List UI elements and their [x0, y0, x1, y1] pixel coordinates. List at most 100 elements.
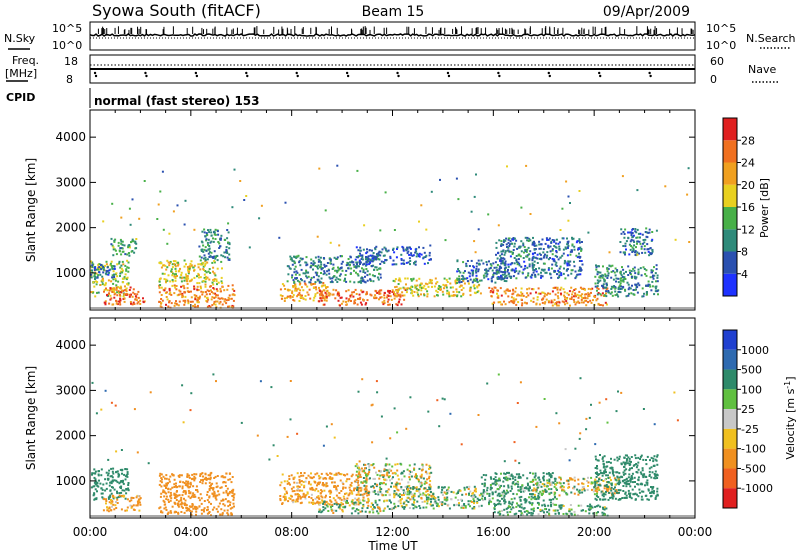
- scatter-cell: [374, 256, 376, 258]
- scatter-cell: [227, 509, 229, 511]
- scatter-cell: [295, 286, 297, 288]
- scatter-cell: [98, 470, 100, 472]
- scatter-cell: [337, 293, 339, 295]
- scatter-cell: [364, 464, 366, 466]
- sparse-echo: [234, 169, 236, 171]
- scatter-cell: [435, 278, 437, 280]
- scatter-cell: [342, 483, 344, 485]
- scatter-cell: [420, 289, 422, 291]
- scatter-cell: [585, 304, 587, 306]
- scatter-cell: [444, 499, 446, 501]
- scatter-cell: [481, 476, 483, 478]
- scatter-cell: [589, 504, 591, 506]
- scatter-cell: [350, 256, 352, 258]
- scatter-cell: [447, 281, 449, 283]
- scatter-cell: [341, 303, 343, 305]
- freq-dot: [549, 75, 551, 77]
- scatter-cell: [606, 268, 608, 270]
- freq-dot: [245, 72, 247, 74]
- scatter-cell: [231, 495, 233, 497]
- scatter-cell: [631, 239, 633, 241]
- scatter-cell: [169, 280, 171, 282]
- scatter-cell: [160, 493, 162, 495]
- scatter-cell: [513, 299, 515, 301]
- sparse-echo: [510, 251, 512, 253]
- scatter-cell: [554, 270, 556, 272]
- scatter-cell: [427, 490, 429, 492]
- scatter-cell: [161, 287, 163, 289]
- scatter-cell: [205, 246, 207, 248]
- scatter-cell: [232, 294, 234, 296]
- scatter-cell: [543, 500, 545, 502]
- scatter-cell: [400, 499, 402, 501]
- scatter-cell: [425, 471, 427, 473]
- scatter-cell: [350, 268, 352, 270]
- scatter-cell: [475, 496, 477, 498]
- scatter-cell: [103, 269, 105, 271]
- scatter-cell: [108, 470, 110, 472]
- scatter-cell: [202, 476, 204, 478]
- scatter-cell: [211, 298, 213, 300]
- scatter-cell: [185, 274, 187, 276]
- scatter-cell: [124, 298, 126, 300]
- scatter-cell: [338, 472, 340, 474]
- scatter-cell: [120, 287, 122, 289]
- scatter-cell: [634, 228, 636, 230]
- scatter-cell: [288, 478, 290, 480]
- scatter-cell: [512, 268, 514, 270]
- scatter-cell: [475, 270, 477, 272]
- scatter-cell: [112, 495, 114, 497]
- scatter-cell: [204, 231, 206, 233]
- scatter-cell: [484, 479, 486, 481]
- sparse-echo: [473, 240, 475, 242]
- scatter-cell: [378, 273, 380, 275]
- scatter-cell: [393, 280, 395, 282]
- scatter-cell: [574, 277, 576, 279]
- scatter-cell: [419, 286, 421, 288]
- scatter-cell: [293, 279, 295, 281]
- scatter-cell: [349, 281, 351, 283]
- scatter-cell: [398, 301, 400, 303]
- scatter-cell: [336, 270, 338, 272]
- scatter-cell: [605, 508, 607, 510]
- scatter-cell: [291, 474, 293, 476]
- scatter-cell: [370, 506, 372, 508]
- scatter-cell: [521, 288, 523, 290]
- scatter-cell: [160, 303, 162, 305]
- scatter-cell: [429, 488, 431, 490]
- scatter-cell: [327, 290, 329, 292]
- scatter-cell: [210, 473, 212, 475]
- scatter-cell: [209, 511, 211, 513]
- scatter-cell: [552, 472, 554, 474]
- scatter-cell: [494, 508, 496, 510]
- scatter-cell: [169, 293, 171, 295]
- scatter-cell: [227, 242, 229, 244]
- scatter-cell: [529, 493, 531, 495]
- sparse-echo: [158, 204, 160, 206]
- scatter-cell: [533, 297, 535, 299]
- scatter-cell: [351, 291, 353, 293]
- scatter-cell: [230, 508, 232, 510]
- scatter-cell: [210, 503, 212, 505]
- sparse-echo: [184, 224, 186, 226]
- scatter-cell: [533, 241, 535, 243]
- scatter-cell: [96, 490, 98, 492]
- scatter-cell: [310, 266, 312, 268]
- scatter-cell: [578, 256, 580, 258]
- scatter-cell: [412, 295, 414, 297]
- scatter-cell: [184, 512, 186, 514]
- scatter-cell: [640, 267, 642, 269]
- scatter-cell: [117, 502, 119, 504]
- scatter-cell: [182, 486, 184, 488]
- scatter-cell: [410, 286, 412, 288]
- scatter-cell: [529, 263, 531, 265]
- scatter-cell: [112, 283, 114, 285]
- scatter-cell: [311, 494, 313, 496]
- scatter-cell: [212, 284, 214, 286]
- scatter-cell: [493, 478, 495, 480]
- scatter-cell: [186, 483, 188, 485]
- scatter-cell: [300, 297, 302, 299]
- scatter-cell: [194, 298, 196, 300]
- scatter-cell: [234, 294, 236, 296]
- scatter-cell: [114, 293, 116, 295]
